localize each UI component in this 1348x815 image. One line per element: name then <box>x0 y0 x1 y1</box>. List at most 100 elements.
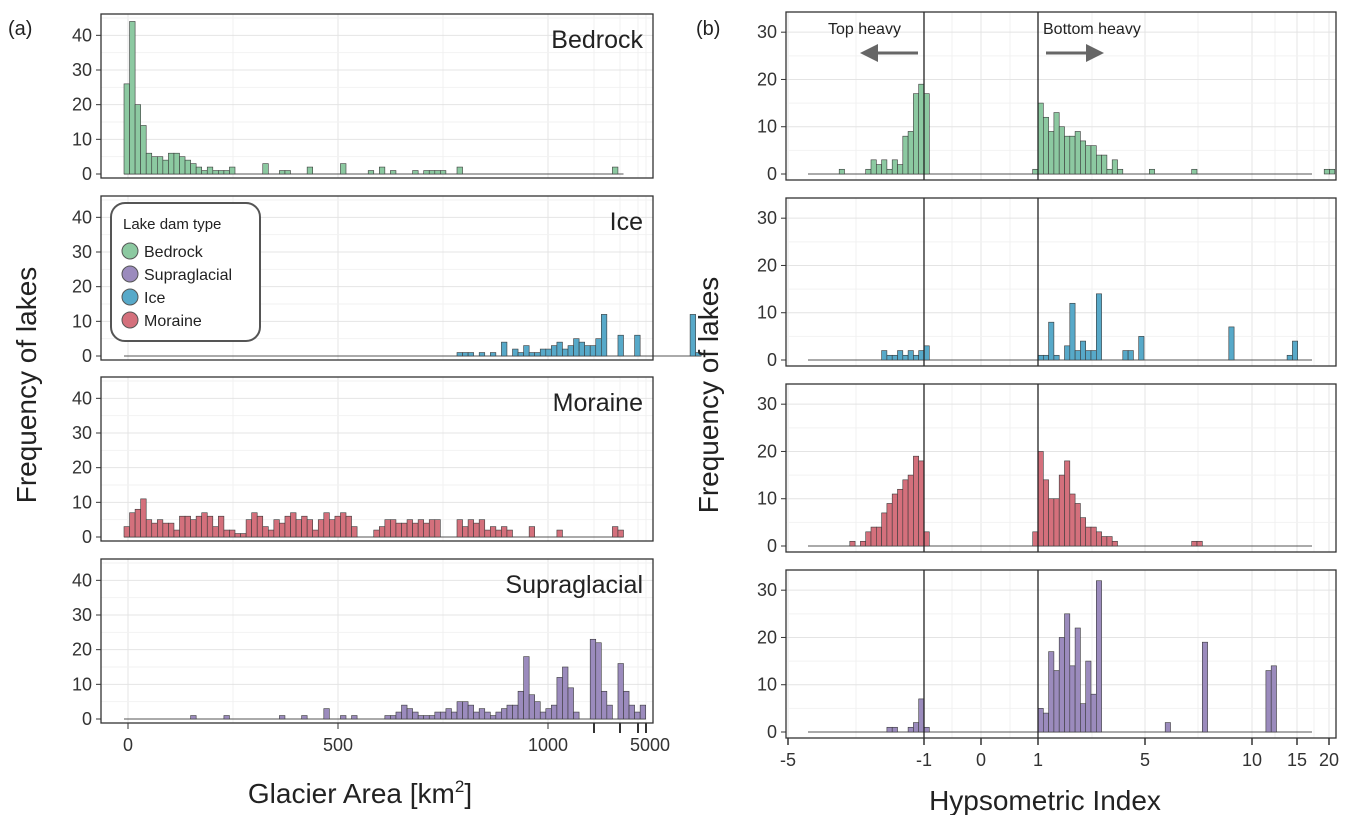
bar-a-supraglacial-73 <box>528 694 536 720</box>
bar-b-ice-pos-4 <box>1053 354 1060 361</box>
bar-b-moraine-pos-31 <box>1196 540 1203 547</box>
facet-a-supraglacial-title: Supraglacial <box>505 571 643 599</box>
bar-b-moraine-neg-13 <box>918 460 925 547</box>
bar-a-moraine-63 <box>473 522 480 538</box>
tick-label-a-y-20: 20 <box>72 640 92 660</box>
bar-a-supraglacial-74 <box>534 701 541 720</box>
bar-a-bedrock-12 <box>190 163 197 175</box>
bar-a-moraine-47 <box>384 519 391 538</box>
legend-title: Lake dam type <box>123 216 221 233</box>
bar-a-ice-85 <box>595 338 602 357</box>
bar-a-ice-89 <box>617 334 624 357</box>
bar-b-moraine-pos-7 <box>1069 493 1076 547</box>
bar-b-moraine-pos-14 <box>1106 536 1113 547</box>
bar-a-supraglacial-52 <box>412 711 419 720</box>
tick-label-b-y-0: 0 <box>767 164 777 184</box>
facet-a-bedrock-background <box>101 14 653 178</box>
bar-a-moraine-8 <box>168 522 175 538</box>
bar-a-moraine-78 <box>556 529 563 538</box>
bar-a-bedrock-55 <box>428 170 436 175</box>
bar-a-supraglacial-84 <box>589 638 597 720</box>
bar-a-bedrock-16 <box>212 170 219 175</box>
bar-b-bedrock-neg-8 <box>881 159 888 175</box>
tick-label-a-y-40: 40 <box>72 388 92 408</box>
bar-a-moraine-51 <box>406 519 413 538</box>
bar-a-supraglacial-70 <box>512 704 519 720</box>
bar-a-moraine-65 <box>484 529 491 538</box>
bar-b-bedrock-neg-11 <box>897 164 904 175</box>
bar-a-moraine-34 <box>312 529 319 538</box>
tick-label-b-y-30: 30 <box>757 22 777 42</box>
bar-b-ice-neg-8 <box>891 354 898 361</box>
panel-b-label: (b) <box>696 18 720 40</box>
bar-b-supraglacial-pos-11 <box>1090 693 1097 733</box>
facet-b-ice-background <box>786 198 1336 366</box>
bar-a-bedrock-57 <box>440 170 447 175</box>
legend-swatch-supraglacial <box>121 265 139 283</box>
facet-a-ice-frame <box>100 195 654 361</box>
bar-b-bedrock-pos-1 <box>1037 102 1044 175</box>
bar-a-moraine-18 <box>223 529 230 538</box>
bar-a-ice-92 <box>634 334 641 357</box>
bar-a-supraglacial-63 <box>473 711 480 720</box>
bar-a-bedrock-60 <box>456 166 463 175</box>
bar-b-moraine-neg-5 <box>875 526 882 547</box>
bar-a-bedrock-4 <box>145 152 153 175</box>
bar-a-moraine-15 <box>206 515 214 538</box>
bar-a-ice-68 <box>501 341 508 357</box>
tick-label-b-y-30: 30 <box>757 580 777 600</box>
bar-b-moraine-neg-4 <box>870 526 877 547</box>
bar-b-bedrock-neg-9 <box>886 168 893 175</box>
tick-label-a-x-0: 0 <box>123 735 133 755</box>
bar-a-bedrock-39 <box>340 163 347 175</box>
bar-a-moraine-30 <box>290 512 297 538</box>
tick-label-b-x-0: 0 <box>976 750 986 770</box>
bar-b-bedrock-pos-13 <box>1101 154 1108 175</box>
bar-a-moraine-88 <box>612 526 619 538</box>
bar-b-ice-pos-11 <box>1090 350 1097 361</box>
bar-a-supraglacial-48 <box>390 715 397 720</box>
bar-a-moraine-33 <box>306 519 313 538</box>
bar-b-bedrock-pos-11 <box>1090 145 1097 175</box>
tick-label-a-x-5000: 5000 <box>630 735 670 755</box>
bar-a-moraine-39 <box>340 512 347 538</box>
left-x-axis-title-superscript: 2 <box>455 777 464 796</box>
bar-a-supraglacial-71 <box>517 690 524 720</box>
bar-b-ice-pos-17 <box>1122 350 1129 361</box>
bar-b-ice-pos-12 <box>1096 293 1102 361</box>
bottom-heavy-arrowhead-icon <box>1086 44 1104 62</box>
bar-b-supraglacial-pos-44 <box>1265 670 1272 733</box>
bar-a-bedrock-88 <box>612 166 619 175</box>
bar-a-bedrock-18 <box>223 170 230 175</box>
bar-a-moraine-14 <box>201 512 208 538</box>
bar-a-supraglacial-79 <box>562 666 569 720</box>
bar-a-supraglacial-28 <box>279 715 286 720</box>
facet-a-bedrock-frame <box>100 13 654 179</box>
bar-a-moraine-67 <box>495 529 502 538</box>
bar-a-bedrock-56 <box>434 170 441 175</box>
bar-a-bedrock-44 <box>367 170 375 175</box>
bar-b-supraglacial-pos-5 <box>1058 637 1065 733</box>
tick-label-a-y-30: 30 <box>72 423 92 443</box>
bar-a-moraine-40 <box>345 515 352 538</box>
left-x-axis-title-main: Glacier Area [km <box>248 778 455 809</box>
bar-b-moraine-pos-10 <box>1085 526 1092 547</box>
bar-a-ice-70 <box>512 348 519 357</box>
legend-swatch-ice <box>121 288 139 306</box>
bar-a-moraine-69 <box>506 529 513 538</box>
bar-a-moraine-26 <box>267 529 275 538</box>
bar-b-moraine-pos-13 <box>1101 536 1108 547</box>
bar-a-supraglacial-85 <box>595 642 602 720</box>
top-heavy-annotation: Top heavy <box>828 21 918 62</box>
bar-a-moraine-2 <box>134 508 141 538</box>
bar-b-bedrock-pos-9 <box>1080 140 1087 175</box>
tick-label-b-y-10: 10 <box>757 675 777 695</box>
bar-a-ice-64 <box>478 352 486 357</box>
bar-a-ice-60 <box>456 352 463 357</box>
tick-label-a-y-40: 40 <box>72 570 92 590</box>
bar-a-supraglacial-77 <box>551 704 558 720</box>
tick-label-a-y-10: 10 <box>72 492 92 512</box>
bar-a-supraglacial-87 <box>606 704 613 720</box>
